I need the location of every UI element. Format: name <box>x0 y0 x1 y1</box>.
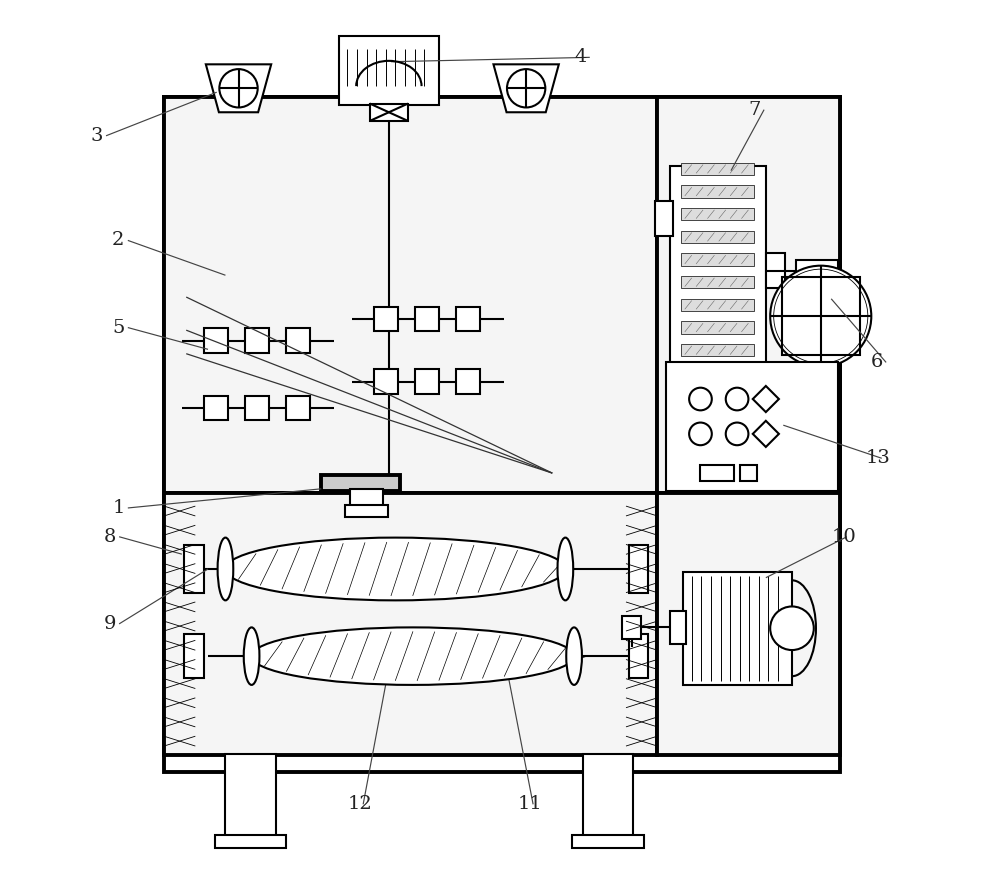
Bar <box>629 635 648 678</box>
Bar <box>629 545 648 594</box>
Circle shape <box>770 265 871 367</box>
Bar <box>225 753 276 839</box>
Text: 12: 12 <box>347 795 372 814</box>
Text: 7: 7 <box>748 100 761 119</box>
Bar <box>245 328 269 353</box>
Polygon shape <box>493 65 559 113</box>
Bar <box>666 362 838 491</box>
Bar <box>681 276 754 288</box>
Bar <box>572 835 644 848</box>
Bar <box>681 344 754 356</box>
Bar <box>415 369 439 394</box>
Bar <box>415 306 439 331</box>
Text: 1: 1 <box>112 499 125 517</box>
Bar <box>184 635 204 678</box>
Bar <box>204 328 228 353</box>
Bar <box>321 475 400 491</box>
Bar <box>681 185 754 197</box>
Bar <box>350 489 383 508</box>
Text: 6: 6 <box>870 354 883 371</box>
Bar <box>670 611 686 644</box>
Bar <box>657 493 840 754</box>
Polygon shape <box>206 65 271 113</box>
Ellipse shape <box>244 628 259 685</box>
Bar <box>782 277 860 355</box>
Text: 5: 5 <box>112 319 125 337</box>
Polygon shape <box>753 421 779 447</box>
Bar <box>681 230 754 243</box>
Text: 11: 11 <box>517 795 542 814</box>
Bar <box>164 97 840 772</box>
Bar <box>286 328 310 353</box>
Ellipse shape <box>225 538 565 601</box>
Polygon shape <box>753 386 779 412</box>
Bar <box>184 545 204 594</box>
Ellipse shape <box>558 538 573 601</box>
Bar <box>164 97 657 493</box>
Circle shape <box>507 69 545 107</box>
Bar <box>456 369 480 394</box>
Bar <box>374 369 398 394</box>
Circle shape <box>726 423 748 445</box>
Bar <box>345 505 388 517</box>
Circle shape <box>726 388 748 410</box>
Circle shape <box>219 69 258 107</box>
Bar <box>681 321 754 333</box>
Bar <box>215 835 286 848</box>
Bar <box>583 753 633 839</box>
Bar <box>657 97 840 493</box>
Bar <box>670 166 766 367</box>
Bar <box>622 616 641 639</box>
Bar <box>681 253 754 265</box>
Text: 13: 13 <box>866 450 891 467</box>
Bar <box>683 572 792 685</box>
Circle shape <box>770 607 814 650</box>
Bar <box>796 260 838 278</box>
Ellipse shape <box>252 628 574 685</box>
Bar <box>700 465 734 481</box>
Text: 8: 8 <box>103 528 116 546</box>
Bar <box>204 395 228 420</box>
Bar <box>681 299 754 311</box>
Bar <box>286 395 310 420</box>
Text: 10: 10 <box>831 528 856 546</box>
Bar <box>456 306 480 331</box>
Bar <box>740 465 757 481</box>
Bar <box>655 201 673 236</box>
Ellipse shape <box>218 538 233 601</box>
Bar <box>374 306 398 331</box>
Bar <box>681 162 754 175</box>
Bar <box>164 493 657 754</box>
Bar <box>681 208 754 220</box>
Circle shape <box>689 423 712 445</box>
Bar <box>370 104 408 121</box>
Circle shape <box>689 388 712 410</box>
Text: 3: 3 <box>90 127 103 145</box>
Bar <box>339 36 439 106</box>
Ellipse shape <box>566 628 582 685</box>
Circle shape <box>774 269 868 363</box>
Text: 4: 4 <box>574 48 586 66</box>
Text: 9: 9 <box>103 615 116 633</box>
Text: 2: 2 <box>112 231 125 250</box>
Bar <box>766 253 785 288</box>
Bar <box>245 395 269 420</box>
